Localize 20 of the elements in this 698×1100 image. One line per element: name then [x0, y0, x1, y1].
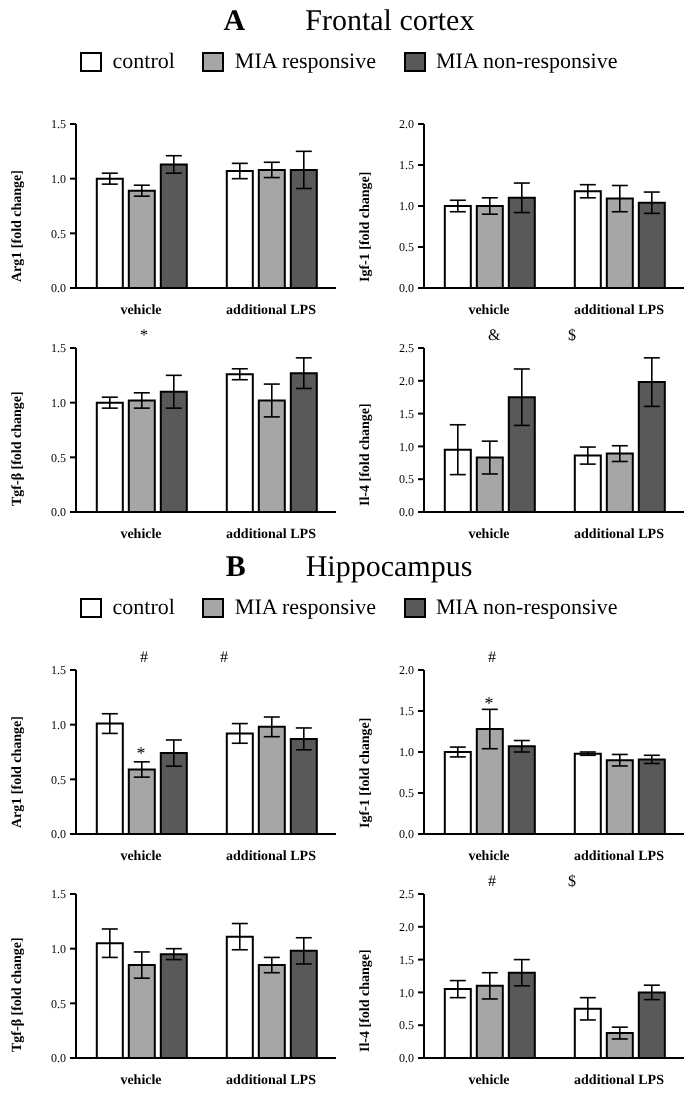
annotation: * [484, 693, 495, 714]
legend-label: MIA non-responsive [434, 50, 618, 74]
legend-label: MIA responsive [232, 596, 376, 620]
legend-label: control [110, 596, 175, 620]
legend-label: MIA responsive [232, 50, 376, 74]
text: * [140, 326, 148, 344]
chart-subtitle: Hippocampus [305, 552, 473, 584]
annotation: * [136, 743, 147, 764]
text: $ [568, 872, 576, 890]
text: # [488, 872, 496, 890]
text: # [220, 648, 228, 666]
text: # [488, 648, 496, 666]
text: # [140, 648, 148, 666]
text: & [488, 326, 501, 344]
chart-title: B [225, 552, 246, 584]
legend-label: control [110, 50, 175, 74]
text: $ [568, 326, 576, 344]
chart-subtitle: Frontal cortex [305, 6, 475, 38]
legend-label: MIA non-responsive [434, 596, 618, 620]
chart-title: A [223, 6, 246, 38]
